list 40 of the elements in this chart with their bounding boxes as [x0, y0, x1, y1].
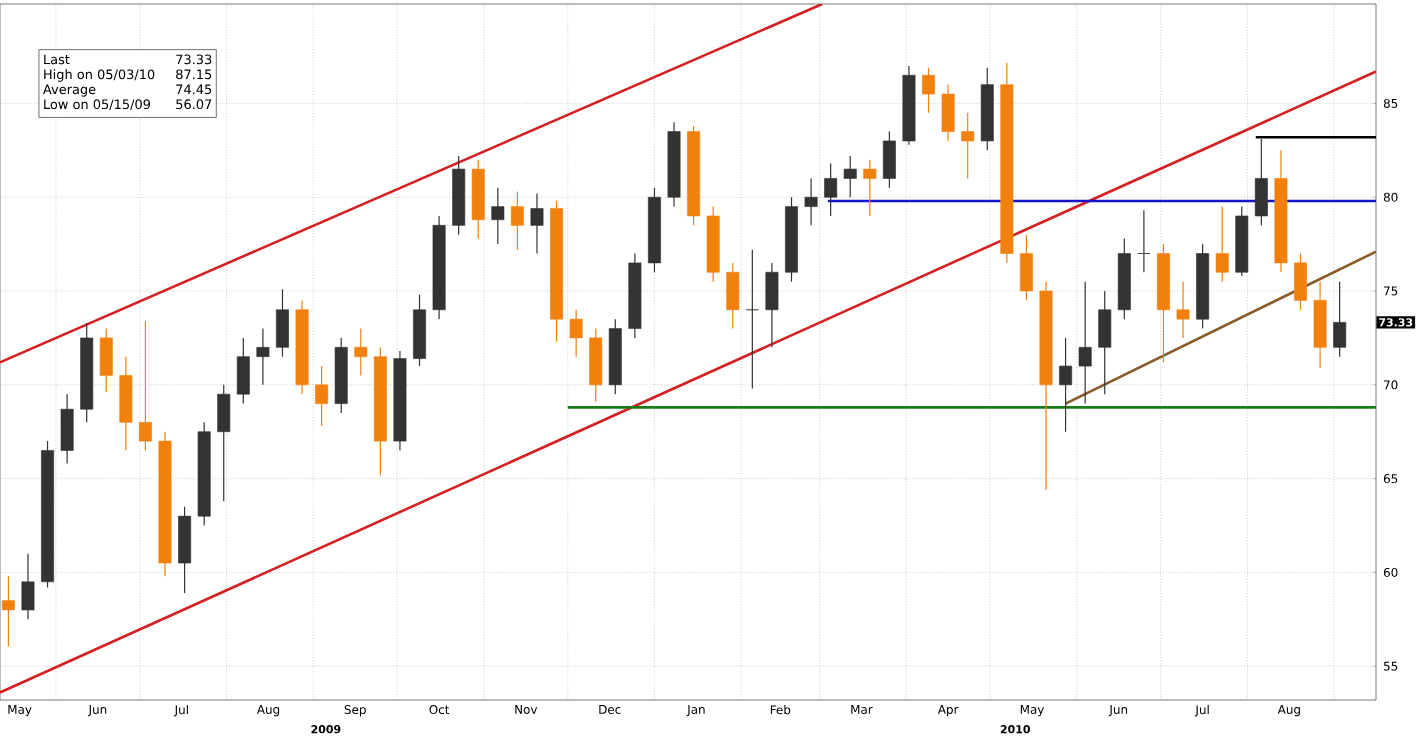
candlestick — [941, 84, 955, 142]
candlestick — [217, 384, 231, 502]
candlestick — [60, 393, 74, 465]
candlestick — [354, 327, 368, 377]
candlestick — [922, 67, 935, 114]
candlestick — [1254, 138, 1268, 226]
candlestick — [726, 262, 740, 330]
candlestick — [569, 309, 583, 358]
candlestick — [1176, 281, 1190, 339]
candlestick — [236, 337, 250, 405]
candlestick — [276, 288, 289, 358]
candlestick — [491, 187, 505, 245]
candlestick — [1215, 206, 1229, 283]
candlestick — [1313, 281, 1327, 369]
candlestick — [843, 155, 857, 198]
candlestick — [1098, 290, 1112, 395]
candlestick — [824, 162, 838, 217]
candlestick — [1, 575, 15, 647]
candlestick — [99, 327, 113, 393]
candlestick — [961, 112, 975, 180]
candlestick — [804, 177, 818, 226]
candlestick — [863, 159, 877, 217]
candlestick — [1019, 234, 1033, 301]
candlestick — [256, 327, 270, 386]
candlestick — [138, 320, 152, 452]
candlestick — [530, 192, 544, 255]
candlestick — [510, 190, 524, 251]
candlestick — [589, 327, 603, 403]
candlestick — [1137, 209, 1151, 273]
candlestick — [882, 130, 896, 189]
candlestick — [765, 262, 779, 348]
candlestick — [1078, 281, 1092, 405]
candlestick — [315, 365, 329, 427]
candlestick — [178, 506, 192, 594]
candlestick — [21, 553, 35, 620]
candlestick — [1294, 252, 1307, 311]
candlestick — [745, 249, 759, 390]
candlestick — [1333, 281, 1347, 358]
candlestick — [119, 356, 133, 452]
candlestick — [1059, 337, 1073, 433]
